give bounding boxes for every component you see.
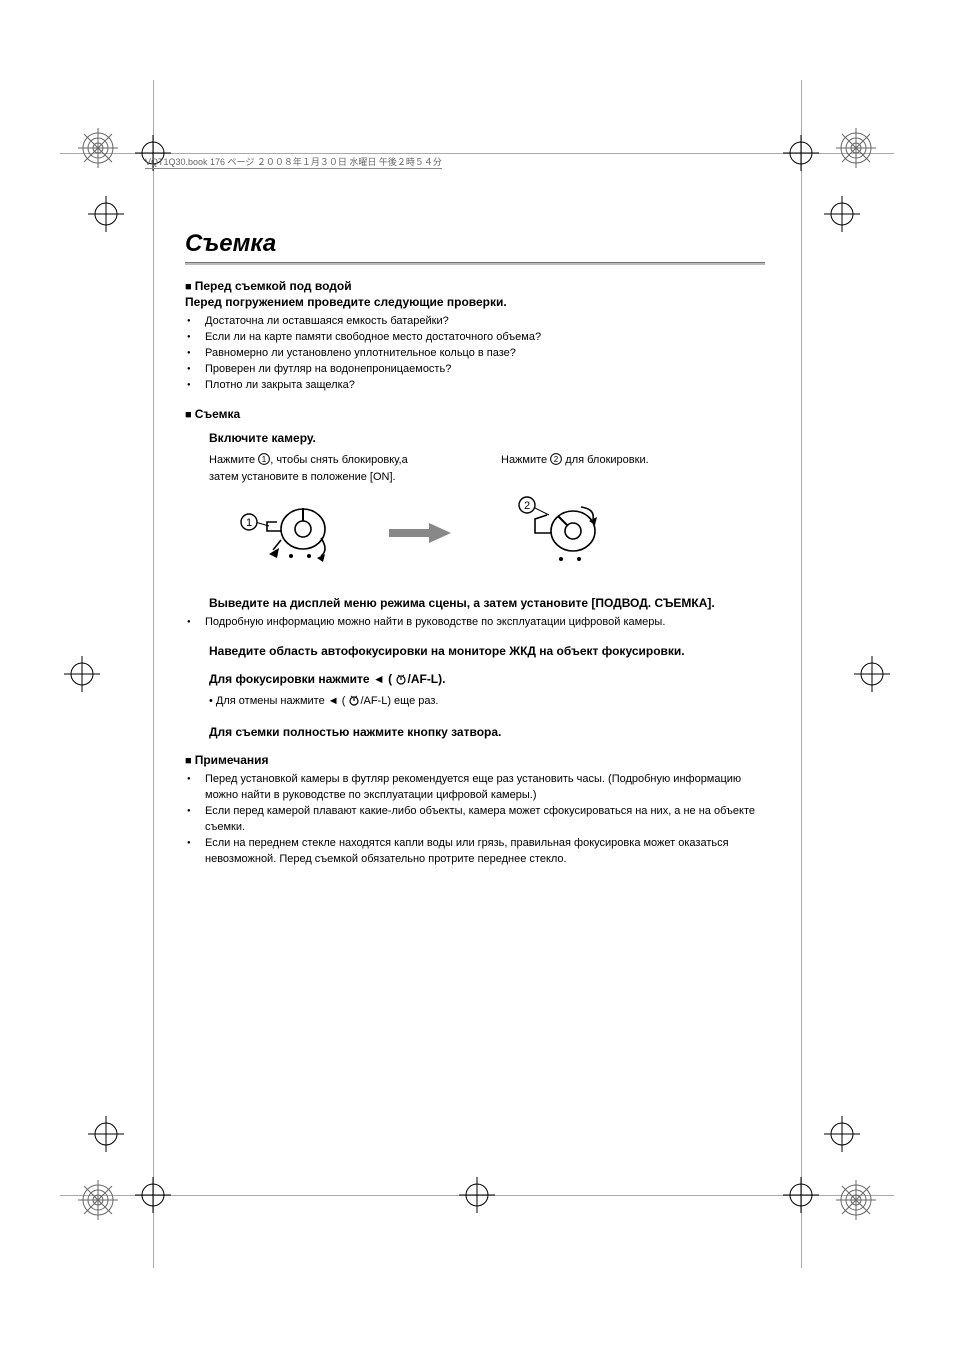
section-heading-before-shooting: Перед съемкой под водой: [185, 279, 765, 293]
running-header: VQT1Q30.book 176 ページ ２００８年１月３０日 水曜日 午後２時…: [145, 155, 805, 168]
rosette-icon: [78, 1180, 118, 1220]
regmark-icon: [88, 196, 124, 232]
text-fragment: для блокировки.: [562, 454, 648, 466]
svg-text:2: 2: [524, 500, 530, 512]
note-item: Если перед камерой плавают какие-либо об…: [187, 803, 765, 835]
step-1-diagrams: 1: [225, 493, 765, 578]
rosette-icon: [78, 128, 118, 168]
text-fragment: Нажмите: [501, 454, 550, 466]
step-1-left-text: Нажмите 1, чтобы снять блокировку,а зате…: [209, 453, 429, 485]
checklist-item: Достаточна ли оставшаяся емкость батарей…: [187, 313, 765, 329]
page-title: Съемка: [185, 230, 765, 258]
step-3-title: Наведите область автофокусировки на мони…: [209, 644, 765, 658]
title-rule: [185, 262, 765, 265]
step-1-columns: Нажмите 1, чтобы снять блокировку,а зате…: [209, 453, 765, 485]
text-fragment: /AF-L) еще раз.: [360, 695, 438, 707]
svg-text:1: 1: [246, 517, 252, 529]
regmark-icon: [459, 1177, 495, 1213]
notes-list: Перед установкой камеры в футляр рекомен…: [187, 771, 765, 867]
regmark-icon: [824, 1116, 860, 1152]
svg-text:2: 2: [554, 455, 559, 464]
step-4-note: • Для отмены нажмите ◄ ( /AF-L) еще раз.: [209, 694, 765, 711]
regmark-icon: [854, 656, 890, 692]
switch-lock-diagram: 2: [495, 493, 615, 578]
section-heading-notes: Примечания: [185, 753, 765, 767]
checklist-item: Проверен ли футляр на водонепроницаемост…: [187, 361, 765, 377]
circled-1-icon: 1: [258, 453, 270, 470]
text-fragment: • Для отмены нажмите ◄ (: [209, 695, 348, 707]
arrow-right-icon: [385, 521, 455, 550]
note-item: Перед установкой камеры в футляр рекомен…: [187, 771, 765, 803]
rosette-icon: [836, 1180, 876, 1220]
step-5-title: Для съемки полностью нажмите кнопку затв…: [209, 725, 765, 739]
rosette-icon: [836, 128, 876, 168]
svg-text:1: 1: [262, 455, 267, 464]
text-fragment: /AF-L).: [407, 672, 445, 686]
checklist: Достаточна ли оставшаяся емкость батарей…: [187, 313, 765, 393]
self-timer-icon: [348, 694, 360, 711]
step-1-right-text: Нажмите 2 для блокировки.: [501, 453, 661, 470]
section-subheading: Перед погружением проведите следующие пр…: [185, 295, 765, 309]
checklist-item: Если ли на карте памяти свободное место …: [187, 329, 765, 345]
step-2-title: Выведите на дисплей меню режима сцены, а…: [209, 596, 765, 610]
regmark-icon: [135, 1177, 171, 1213]
step-1-title: Включите камеру.: [209, 431, 765, 445]
self-timer-icon: [395, 673, 407, 688]
regmark-icon: [824, 196, 860, 232]
step-2-note: Подробную информацию можно найти в руков…: [187, 614, 765, 630]
checklist-item: Плотно ли закрыта защелка?: [187, 377, 765, 393]
section-heading-shooting: Съемка: [185, 407, 765, 421]
regmark-icon: [783, 1177, 819, 1213]
header-text: VQT1Q30.book 176 ページ ２００８年１月３０日 水曜日 午後２時…: [145, 157, 442, 169]
switch-unlock-diagram: 1: [225, 498, 345, 573]
text-fragment: Для фокусировки нажмите ◄ (: [209, 672, 395, 686]
checklist-item: Равномерно ли установлено уплотнительное…: [187, 345, 765, 361]
circled-2-icon: 2: [550, 453, 562, 470]
text-fragment: Нажмите: [209, 454, 258, 466]
regmark-icon: [88, 1116, 124, 1152]
note-item: Если на переднем стекле находятся капли …: [187, 835, 765, 867]
step-4-title: Для фокусировки нажмите ◄ ( /AF-L).: [209, 672, 765, 688]
regmark-icon: [64, 656, 100, 692]
